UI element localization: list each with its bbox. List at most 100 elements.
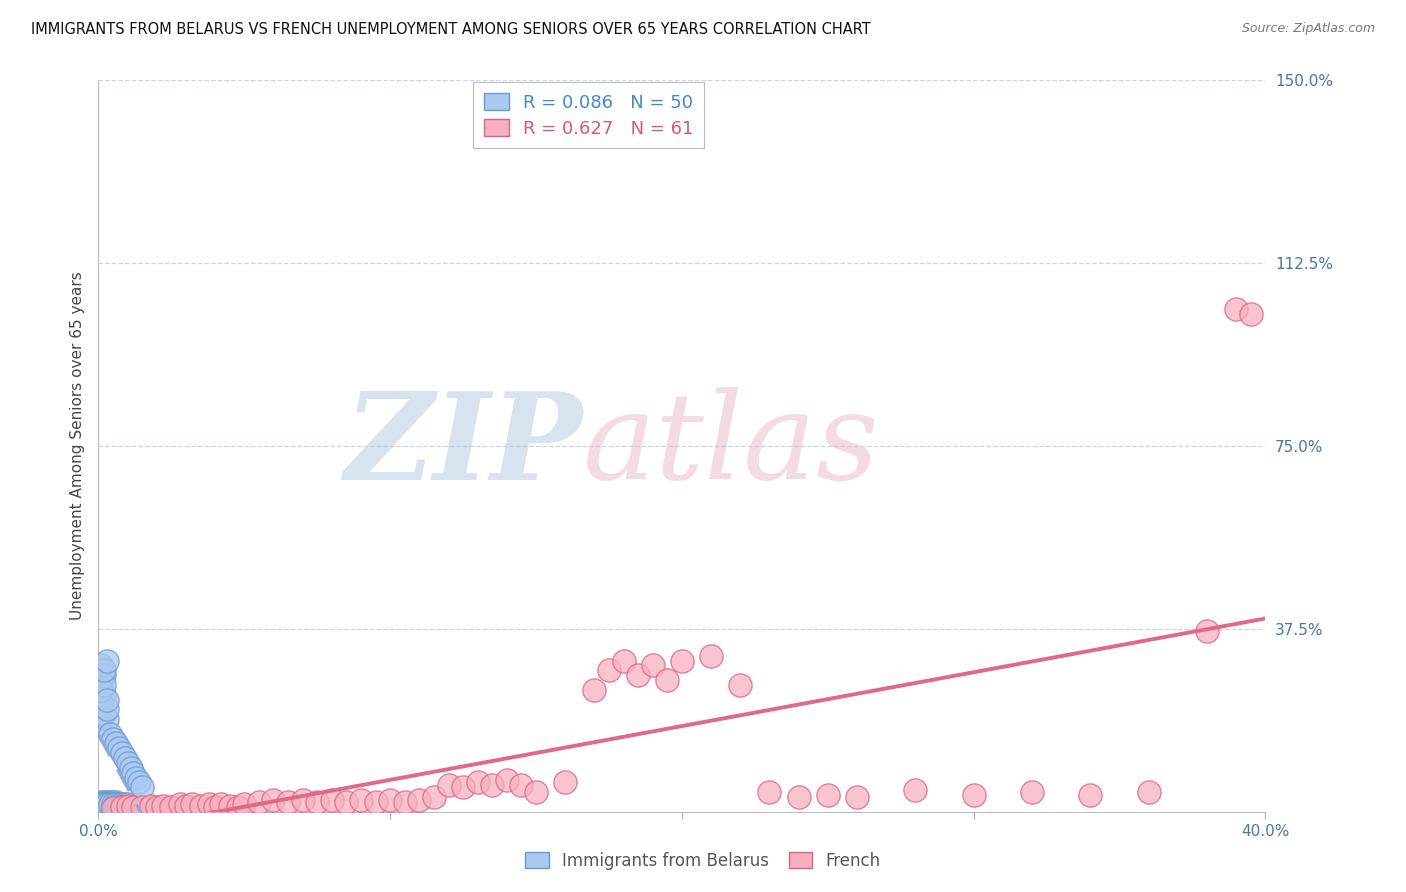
Point bbox=[962, 788, 984, 802]
Point bbox=[114, 800, 136, 814]
Point bbox=[423, 790, 446, 805]
Point bbox=[307, 795, 329, 809]
Point bbox=[111, 800, 134, 814]
Point bbox=[98, 797, 121, 812]
Text: Source: ZipAtlas.com: Source: ZipAtlas.com bbox=[1241, 22, 1375, 36]
Point bbox=[93, 707, 115, 722]
Point bbox=[90, 698, 112, 712]
Point bbox=[1137, 785, 1160, 799]
Point bbox=[554, 775, 576, 789]
Point bbox=[93, 663, 115, 677]
Point bbox=[152, 798, 174, 813]
Point bbox=[90, 795, 112, 809]
Point bbox=[350, 792, 373, 806]
Point bbox=[233, 797, 256, 812]
Point bbox=[90, 682, 112, 697]
Point bbox=[467, 775, 489, 789]
Point bbox=[451, 780, 474, 795]
Point bbox=[101, 801, 124, 815]
Point bbox=[657, 673, 679, 687]
Point bbox=[98, 795, 121, 809]
Point bbox=[408, 792, 430, 806]
Point bbox=[108, 797, 131, 812]
Point bbox=[114, 751, 136, 765]
Point bbox=[1080, 788, 1102, 802]
Point bbox=[111, 746, 134, 760]
Point bbox=[598, 663, 620, 677]
Point bbox=[104, 800, 127, 814]
Point bbox=[96, 654, 118, 668]
Legend: Immigrants from Belarus, French: Immigrants from Belarus, French bbox=[519, 846, 887, 877]
Point bbox=[190, 798, 212, 813]
Point bbox=[93, 668, 115, 682]
Point bbox=[146, 800, 169, 814]
Point bbox=[481, 778, 503, 792]
Point bbox=[93, 797, 115, 812]
Point bbox=[104, 795, 127, 809]
Point bbox=[437, 778, 460, 792]
Point bbox=[817, 788, 839, 802]
Y-axis label: Unemployment Among Seniors over 65 years: Unemployment Among Seniors over 65 years bbox=[70, 272, 86, 620]
Point bbox=[335, 795, 357, 809]
Point bbox=[101, 800, 124, 814]
Point bbox=[700, 648, 723, 663]
Point bbox=[160, 800, 183, 814]
Point bbox=[96, 712, 118, 726]
Point bbox=[108, 741, 131, 756]
Point bbox=[108, 800, 131, 814]
Point bbox=[114, 797, 136, 812]
Point bbox=[90, 673, 112, 687]
Point bbox=[198, 797, 221, 812]
Point bbox=[101, 795, 124, 809]
Point bbox=[904, 782, 927, 797]
Point bbox=[93, 800, 115, 814]
Point bbox=[247, 795, 270, 809]
Point bbox=[321, 792, 343, 806]
Point bbox=[93, 688, 115, 702]
Point bbox=[758, 785, 780, 799]
Text: ZIP: ZIP bbox=[344, 387, 582, 505]
Point bbox=[101, 797, 124, 812]
Legend: R = 0.086   N = 50, R = 0.627   N = 61: R = 0.086 N = 50, R = 0.627 N = 61 bbox=[472, 82, 704, 148]
Point bbox=[111, 797, 134, 812]
Point bbox=[218, 798, 240, 813]
Point bbox=[612, 654, 634, 668]
Text: atlas: atlas bbox=[582, 387, 880, 505]
Point bbox=[131, 800, 153, 814]
Point bbox=[90, 717, 112, 731]
Point bbox=[96, 702, 118, 716]
Point bbox=[209, 797, 232, 812]
Point bbox=[169, 797, 191, 812]
Point bbox=[96, 795, 118, 809]
Point bbox=[787, 790, 810, 805]
Point bbox=[111, 800, 134, 814]
Point bbox=[125, 771, 148, 785]
Point bbox=[131, 780, 153, 795]
Point bbox=[641, 658, 664, 673]
Point bbox=[291, 792, 314, 806]
Point bbox=[228, 800, 250, 814]
Point bbox=[93, 678, 115, 692]
Point bbox=[180, 797, 202, 812]
Point bbox=[117, 798, 139, 813]
Point bbox=[174, 798, 197, 813]
Point bbox=[496, 772, 519, 787]
Point bbox=[117, 797, 139, 812]
Text: IMMIGRANTS FROM BELARUS VS FRENCH UNEMPLOYMENT AMONG SENIORS OVER 65 YEARS CORRE: IMMIGRANTS FROM BELARUS VS FRENCH UNEMPL… bbox=[31, 22, 870, 37]
Point bbox=[846, 790, 869, 805]
Point bbox=[104, 797, 127, 812]
Point bbox=[128, 775, 150, 789]
Point bbox=[277, 795, 299, 809]
Point bbox=[380, 792, 402, 806]
Point bbox=[364, 795, 387, 809]
Point bbox=[1225, 302, 1247, 317]
Point bbox=[93, 795, 115, 809]
Point bbox=[98, 800, 121, 814]
Point bbox=[96, 797, 118, 812]
Point bbox=[96, 692, 118, 706]
Point bbox=[120, 761, 142, 775]
Point bbox=[90, 797, 112, 812]
Point bbox=[1240, 307, 1263, 321]
Point bbox=[101, 731, 124, 746]
Point bbox=[104, 736, 127, 750]
